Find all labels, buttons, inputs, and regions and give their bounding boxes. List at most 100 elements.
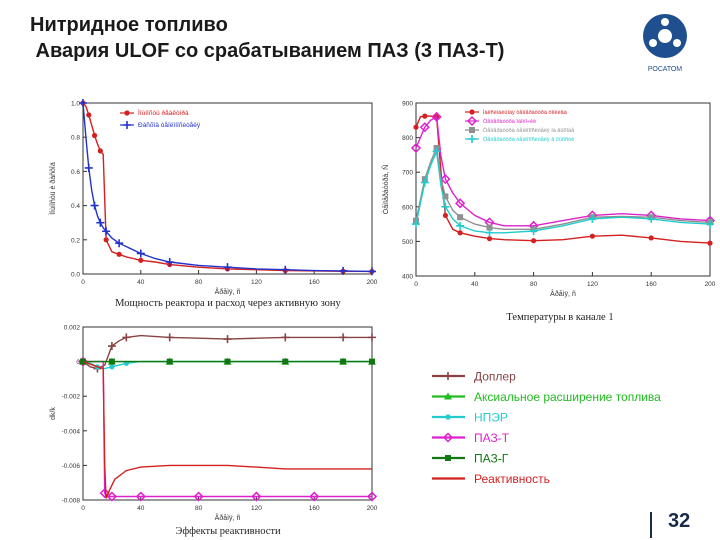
legend-marker [444,392,452,400]
series-5 [82,360,372,499]
x-tick-label: 160 [646,281,657,288]
x-tick-label: 160 [309,505,320,512]
x-tick-label: 40 [471,281,479,288]
data-point [486,236,493,242]
legend-marker [445,455,451,461]
y-tick-label: -0.002 [62,394,81,401]
data-point [223,335,232,344]
data-point [366,491,378,502]
data-point [251,491,262,502]
x-tick-label: 80 [195,505,203,512]
x-tick-label: 40 [137,279,145,286]
data-point [412,220,420,229]
title-line-2: Авария ULOF со срабатыванием ПАЗ (3 ПАЗ-… [30,40,505,62]
y-tick-label: 0.0 [71,272,80,279]
data-point [107,342,116,351]
legend-label: Ðàñõîä òåïëîíîñèòåëÿ [138,121,201,129]
chart-caption: Температуры в канале 1 [506,312,613,323]
y-tick-label: 1.0 [71,101,80,108]
y-tick-label: 900 [402,101,413,108]
data-point [79,99,87,107]
legend-marker [468,135,476,143]
data-point [282,358,289,365]
y-tick-label: 0.6 [71,169,80,176]
data-point [97,148,103,154]
data-point [420,178,429,187]
data-point [84,163,93,172]
y-tick-label: 0 [76,359,80,366]
data-point [529,227,538,236]
data-point [455,198,466,209]
legend-marker [123,121,131,129]
data-point [115,239,124,248]
data-point [86,112,92,118]
x-tick-label: 40 [137,505,145,512]
y-tick-label: 0.4 [71,203,80,210]
legend-label: Òåìïåðàòóðà òåïëîíîñèòåëÿ â ìîùíîñòè [483,136,574,143]
legend-label: НПЭР [474,411,508,425]
x-tick-label: 200 [705,281,716,288]
series-3 [412,147,714,237]
legend-label: Ìàêñèìàëüíàÿ òåìïåðàòóðà òîïëèâà [483,109,568,116]
data-point [339,333,348,342]
power-flow-chart: 0 40 80 120 160 200 0.0 0.2 0.4 0.6 0.8 1.0 Âðåìÿ, ñ… [48,99,378,309]
data-point [91,132,98,139]
legend-marker [469,109,475,115]
y-tick-label: 0.002 [64,325,81,332]
data-point [193,491,204,502]
x-tick-label: 0 [81,505,85,512]
data-point [108,358,115,365]
legend-label: ПАЗ-Г [474,452,509,466]
data-point [165,258,174,267]
legend-marker [124,110,130,116]
series-line [415,148,711,234]
data-point [431,111,442,122]
data-point [457,214,464,221]
data-point [136,249,145,258]
series-0 [413,113,713,246]
x-tick-label: 120 [251,279,262,286]
x-tick-label: 80 [530,281,538,288]
legend-marker [445,414,451,420]
legend-label: Òåìïåðàòóðà îáîëî÷êè [483,118,536,125]
y-tick-label: -0.008 [62,498,81,505]
data-point [106,491,117,502]
data-point [588,214,597,223]
data-point [90,201,99,210]
legend-label: Доплер [474,370,516,384]
legend-label: Аксиальное расширение топлива [474,390,661,404]
series-line [82,334,372,370]
data-point [340,358,347,365]
page-divider [650,512,652,538]
data-point [440,174,451,185]
data-point [422,113,428,119]
series-line [415,115,711,244]
plot-frame [82,102,373,275]
legend-label: Реактивность [474,472,550,486]
legend-marker [442,432,454,443]
temperature-chart: 0 40 80 120 160 200 400 500 600 700 800 900 Âðåìÿ, ñ… [381,101,716,324]
legend-label: Ìîùíîñòü ðåàêòîðà [138,108,189,117]
y-tick-label: -0.004 [62,428,81,435]
plot-frame [82,326,373,501]
x-tick-label: 120 [251,505,262,512]
data-point [309,491,320,502]
legend-label: ПАЗ-Т [474,431,510,445]
y-axis-label: Ìîùíîñòü è ðàñõîä [48,162,57,215]
data-point [339,266,348,275]
logo-text: РОСАТОМ [648,66,682,73]
legend-label: Òåìïåðàòóðà òåïëîíîñèòåëÿ íà âûõîäå [483,127,575,134]
x-tick-label: 120 [587,281,598,288]
legend-marker [469,127,475,133]
x-axis-label: Âðåìÿ, ñ [215,287,241,296]
data-point [135,491,146,502]
reactivity-chart: 0 40 80 120 160 200 0.002 0 -0.002 -0.004 -0.006 -0… [50,325,661,538]
data-point [647,214,656,223]
data-point [368,267,376,276]
data-point [109,364,115,370]
data-point [589,233,596,239]
x-tick-label: 0 [414,281,418,288]
data-point [96,218,105,227]
legend-marker [466,115,478,127]
